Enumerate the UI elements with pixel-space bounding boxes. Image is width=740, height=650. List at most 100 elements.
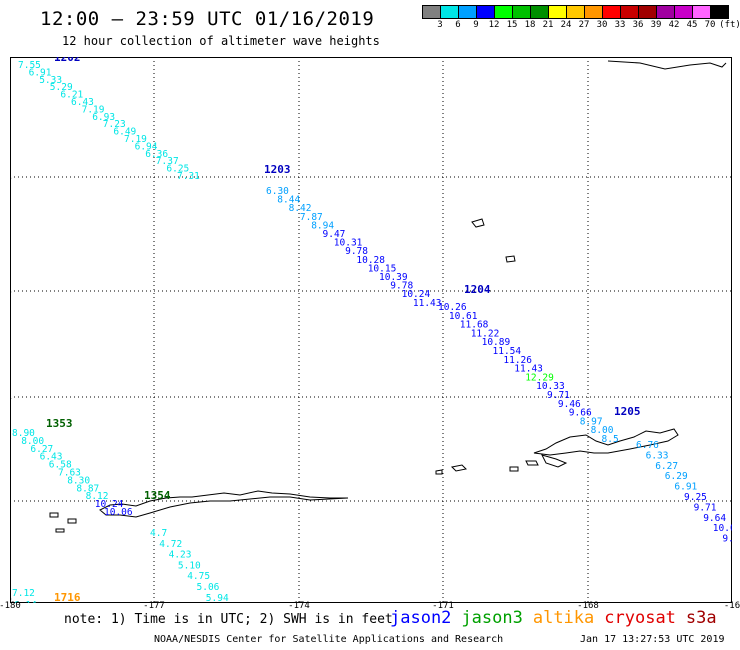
swh-value: 8.90 — [12, 428, 35, 439]
swh-value: 11.22 — [471, 328, 500, 339]
swh-value: 5.29 — [50, 82, 73, 93]
swh-value: 9.46 — [558, 399, 581, 410]
swh-value: 9.71 — [694, 502, 717, 513]
legend-label: 70 — [704, 20, 716, 30]
swh-value: 7.31 — [177, 171, 200, 182]
legend-swatch — [710, 5, 729, 19]
swh-value: 9.25 — [684, 492, 707, 503]
swh-value: 6.91 — [29, 67, 52, 78]
swh-value: 6.58 — [49, 460, 72, 471]
swh-value: 6.94 — [135, 141, 158, 152]
swh-value: 10.39 — [379, 272, 408, 283]
timestamp: Jan 17 13:27:53 UTC 2019 — [580, 634, 725, 645]
legend-label: 3 — [437, 20, 443, 30]
swh-value: 10.24 — [95, 499, 124, 510]
swh-value: 7.87 — [300, 212, 323, 223]
legend-swatch — [422, 5, 441, 19]
legend-label: 42 — [668, 20, 680, 30]
pass-time-label: 1204 — [464, 283, 491, 296]
coastline — [49, 60, 727, 533]
lat-label: 54 — [10, 393, 12, 402]
satellite-jason3: jason3 — [461, 608, 523, 628]
swh-value: 6.29 — [665, 471, 688, 482]
swh-value: 10.31 — [334, 238, 363, 249]
swh-value: 6.43 — [40, 452, 63, 463]
lat-label: 50 — [10, 595, 12, 603]
swh-value: 8.5 — [602, 434, 619, 445]
legend-label: 9 — [473, 20, 479, 30]
legend-swatch — [620, 5, 639, 19]
lat-label: 52 — [10, 497, 12, 506]
island-a — [471, 218, 485, 228]
swh-value: 4.23 — [169, 550, 192, 561]
swh-value: 9. — [722, 534, 732, 545]
swh-value: 7.19 — [82, 104, 105, 115]
swh-value: 10.0 — [713, 523, 732, 534]
pass-time-label: 1202 — [54, 57, 81, 64]
track-jason2-a: 7.556.915.335.296.216.437.196.937.236.49… — [18, 57, 200, 182]
map-subtitle: 12 hour collection of altimeter wave hei… — [62, 34, 380, 48]
swh-value: 4.75 — [187, 571, 210, 582]
swh-value: 11.43 — [413, 298, 442, 309]
legend-label: 33 — [614, 20, 626, 30]
swh-value: 6.30 — [266, 186, 289, 197]
swh-value: 8.94 — [311, 220, 334, 231]
footer-note: note: 1) Time is in UTC; 2) SWH is in fe… — [64, 612, 393, 627]
swh-value: 10.28 — [356, 255, 385, 266]
lon-label: -16 — [723, 601, 740, 611]
lon-label: -171 — [432, 601, 454, 611]
lon-label: -177 — [143, 601, 165, 611]
swh-value: 8.00 — [591, 425, 614, 436]
swh-value: 10.06 — [104, 507, 133, 518]
swh-value: 10.89 — [482, 337, 511, 348]
legend-swatch — [584, 5, 603, 19]
swh-value: 12.29 — [525, 372, 554, 383]
swh-value: 6.91 — [674, 482, 697, 493]
map-title: 12:00 – 23:59 UTC 01/16/2019 — [40, 8, 375, 30]
swh-value: 11.43 — [514, 364, 543, 375]
satellite-cryosat: cryosat — [604, 608, 676, 628]
legend-label: 15 — [506, 20, 518, 30]
legend-label: 39 — [650, 20, 662, 30]
swh-value: 9.71 — [547, 390, 570, 401]
swh-value: 10.15 — [368, 263, 397, 274]
swh-value: 9.78 — [345, 246, 368, 257]
pass-time-label: 1354 — [144, 489, 171, 502]
track-jason2-c: 10.2610.6111.6811.2210.8911.5411.2611.43… — [438, 283, 619, 445]
legend-swatch — [602, 5, 621, 19]
legend-label: 45 — [686, 20, 698, 30]
rat-islands — [99, 490, 349, 518]
legend-swatch — [476, 5, 495, 19]
legend-swatches — [422, 5, 729, 19]
legend-labels: 3 6 9 12 15 18 21 24 27 30 33 36 39 42 45 70 (ft) — [422, 19, 740, 33]
lon-label: -174 — [288, 601, 310, 611]
swh-value: 8.30 — [67, 475, 90, 486]
swh-value: 10.26 — [438, 302, 467, 313]
swh-value: 7.23 — [103, 119, 126, 130]
latitude-labels: 60 58 56 54 52 50 — [10, 57, 12, 603]
track-altika: 7.126.14 1716 — [12, 588, 81, 603]
legend-unit: (ft) — [719, 20, 740, 30]
swh-value: 7.12 — [12, 588, 35, 599]
pass-time-label: 1205 — [614, 405, 641, 418]
satellite-legend: jason2 jason3 altika cryosat s3a — [390, 608, 727, 628]
swh-value: 8.00 — [21, 436, 44, 447]
track-jason3-b: 4.74.724.235.104.755.065.945.456.366.031… — [144, 489, 229, 603]
andreanof — [435, 464, 468, 475]
wave-height-map: 7.556.915.335.296.216.437.196.937.236.49… — [10, 57, 732, 603]
legend-label: 18 — [524, 20, 536, 30]
swh-value: 8.12 — [86, 491, 109, 502]
legend-label: 21 — [542, 20, 554, 30]
satellite-jason2: jason2 — [390, 608, 452, 628]
swh-value: 8.42 — [289, 203, 312, 214]
lat-label: 60 — [10, 57, 12, 62]
pass-time-label: 1716 — [54, 591, 81, 603]
swh-value: 10.33 — [536, 381, 565, 392]
swh-value: 5.10 — [178, 560, 201, 571]
swh-value: 6.93 — [92, 112, 115, 123]
legend-swatch — [440, 5, 459, 19]
swh-value: 6.49 — [113, 127, 136, 138]
legend-label: 27 — [578, 20, 590, 30]
alaska-peninsula — [533, 428, 679, 456]
swh-value: 5.33 — [39, 75, 62, 86]
